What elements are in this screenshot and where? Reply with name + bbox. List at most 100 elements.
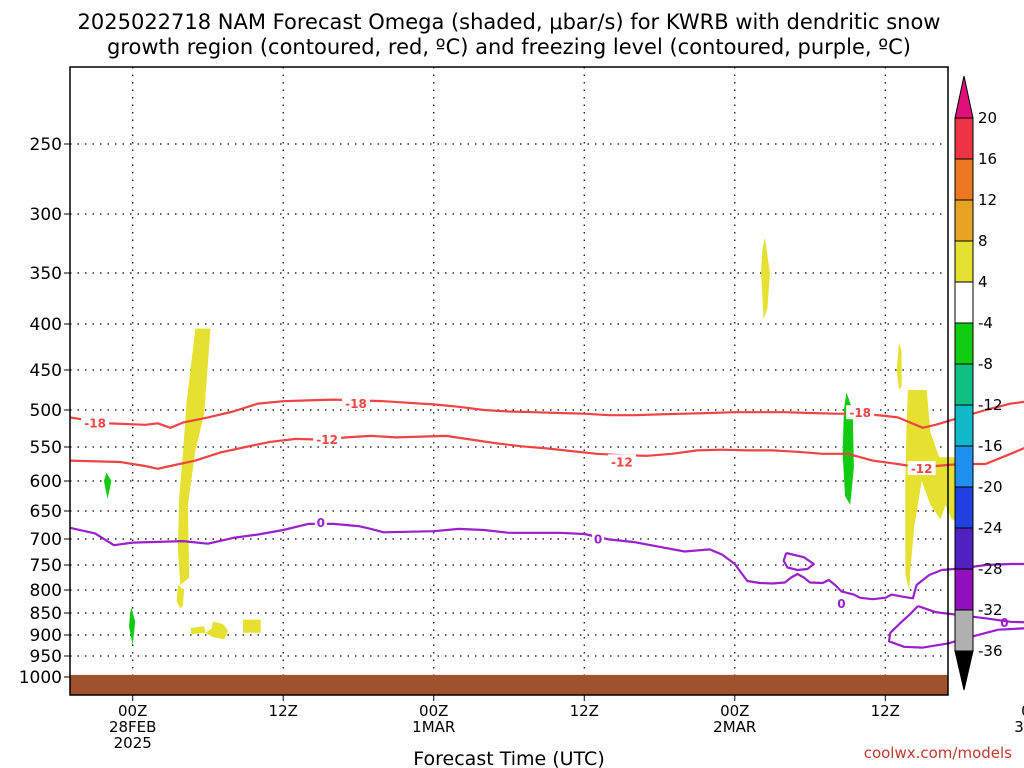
colorbar-label: 4	[978, 273, 988, 291]
contour-label: 0	[594, 532, 602, 546]
x-tick-label: 12Z	[871, 702, 900, 720]
plot-background	[70, 67, 948, 695]
colorbar-label: -24	[978, 519, 1003, 537]
x-tick-label: 1MAR	[412, 718, 455, 736]
colorbar-label: -32	[978, 601, 1003, 619]
colorbar-label: -20	[978, 478, 1003, 496]
y-tick-label: 950	[30, 647, 62, 667]
colorbar-label: 8	[978, 232, 988, 250]
contour-label: -12	[611, 455, 633, 469]
x-tick-label: 28FEB	[109, 718, 156, 736]
contour-label: 0	[317, 516, 325, 530]
colorbar-swatch	[954, 486, 974, 529]
contour-label-bg	[907, 461, 936, 476]
colorbar-label: 16	[978, 150, 997, 168]
colorbar-label: 20	[978, 109, 997, 127]
x-tick-label: 2025	[114, 734, 152, 752]
colorbar-swatch	[954, 445, 974, 488]
omega-region	[761, 237, 770, 319]
colorbar-label: -12	[978, 396, 1003, 414]
y-tick-label: 800	[30, 581, 62, 601]
x-tick-label: 00Z	[1021, 702, 1024, 720]
contour-label-bg	[314, 515, 327, 530]
y-tick-label: 400	[30, 315, 62, 335]
contour-label-bg	[81, 415, 110, 430]
omega-region	[176, 585, 185, 609]
omega-region	[177, 328, 211, 585]
colorbar-swatch	[954, 527, 974, 570]
x-tick-label: 12Z	[570, 702, 599, 720]
omega-region	[896, 342, 902, 390]
omega-shaded-regions	[103, 237, 964, 646]
contour-label-bg	[592, 531, 605, 546]
y-tick-label: 450	[30, 361, 62, 381]
colorbar-label: -8	[978, 355, 993, 373]
colorbar-swatch	[954, 404, 974, 447]
y-tick-label: 250	[30, 135, 62, 155]
contour-label: -12	[316, 433, 338, 447]
colorbar-swatch	[954, 281, 974, 324]
x-axis-ticks: 00Z28FEB202512Z00Z1MAR12Z00Z2MAR12Z00Z3M…	[109, 695, 1024, 752]
colorbar-swatch	[954, 322, 974, 365]
colorbar-swatch	[954, 363, 974, 406]
colorbar-swatch	[954, 240, 974, 283]
contour-label: 0	[837, 597, 845, 611]
contour-label: -18	[345, 397, 367, 411]
y-tick-label: 600	[30, 472, 62, 492]
contour-label-bg	[607, 454, 636, 469]
omega-colorbar: 20 16 12 8 4 -4 -8 -12 -16 -20 -24 -28 -32 -36	[954, 75, 1003, 691]
contour-label-bg	[313, 431, 342, 446]
x-tick-label: 00Z	[720, 702, 749, 720]
chart-title-line-1: 2025022718 NAM Forecast Omega (shaded, μ…	[78, 10, 941, 34]
contour-label: -18	[84, 417, 106, 431]
contour-label: 0	[1000, 616, 1008, 630]
colorbar-label: -28	[978, 560, 1003, 578]
omega-region	[243, 619, 261, 633]
colorbar-label: -16	[978, 437, 1003, 455]
y-tick-label: 1000	[19, 668, 62, 688]
colorbar-swatch	[954, 609, 974, 652]
contour-line	[782, 551, 815, 572]
x-tick-label: 00Z	[118, 702, 147, 720]
y-axis-ticks: 2503003504004505005506006507007508008509…	[19, 135, 70, 688]
contour-label-bg	[341, 395, 370, 410]
y-tick-label: 900	[30, 626, 62, 646]
terrain-ground	[70, 674, 948, 695]
x-tick-label: 2MAR	[713, 718, 756, 736]
chart-title-line-2: growth region (contoured, red, ºC) and f…	[107, 35, 911, 59]
contour-label-bg	[835, 595, 848, 610]
y-tick-label: 700	[30, 530, 62, 550]
plot-frame	[69, 66, 949, 696]
colorbar-swatch	[954, 117, 974, 160]
omega-region	[842, 392, 854, 505]
colorbar-swatch	[954, 199, 974, 242]
contour-label-bg	[846, 405, 875, 420]
omega-region	[103, 472, 112, 499]
contour-label: -18	[849, 406, 871, 420]
y-tick-label: 850	[30, 604, 62, 624]
x-tick-label: 3MAR	[1014, 718, 1024, 736]
contour-label: -12	[911, 462, 933, 476]
colorbar-label: -36	[978, 642, 1003, 660]
y-tick-label: 500	[30, 401, 62, 421]
y-tick-label: 550	[30, 438, 62, 458]
x-tick-label: 12Z	[269, 702, 298, 720]
contour-label-bg	[998, 615, 1011, 630]
x-tick-label: 00Z	[419, 702, 448, 720]
x-axis-label: Forecast Time (UTC)	[413, 748, 604, 768]
omega-region	[190, 626, 206, 635]
omega-region	[905, 390, 964, 590]
colorbar-swatch	[954, 568, 974, 611]
credit-label: coolwx.com/models	[864, 744, 1012, 762]
colorbar-bottom-arrow	[954, 650, 974, 691]
terrain-band	[70, 674, 948, 695]
y-tick-label: 300	[30, 205, 62, 225]
y-tick-label: 650	[30, 502, 62, 522]
colorbar-label: -4	[978, 314, 993, 332]
y-tick-label: 750	[30, 556, 62, 576]
temperature-contours: -18 -18 -18 -12 -12 -12 0 0 0 0	[69, 395, 1024, 649]
omega-region	[205, 621, 228, 640]
colorbar-top-arrow	[954, 75, 974, 119]
omega-region	[129, 607, 136, 646]
